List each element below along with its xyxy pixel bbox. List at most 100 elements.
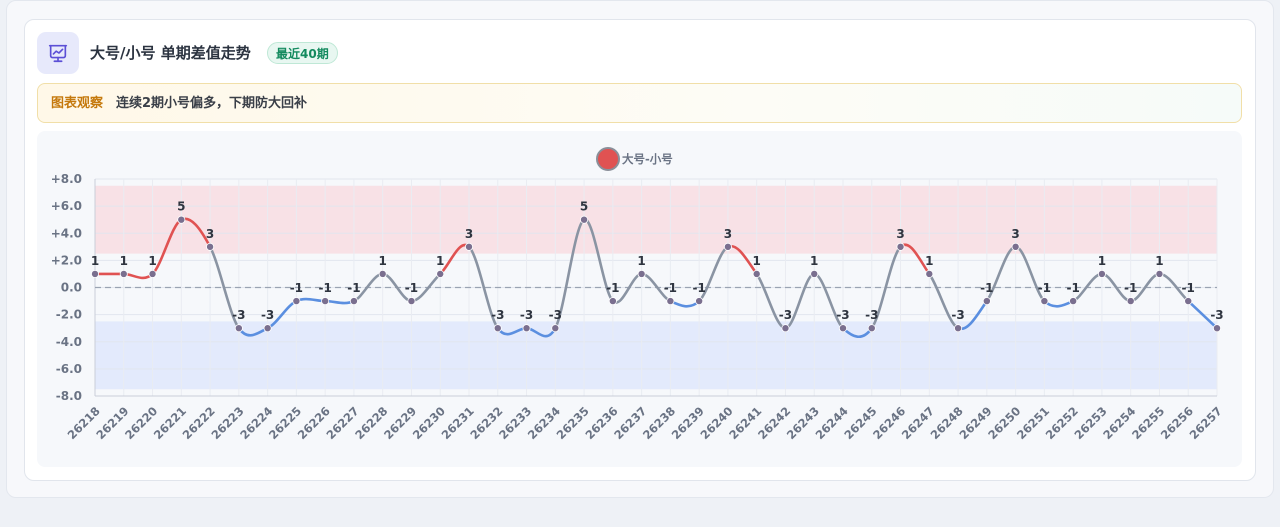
- data-label: 3: [896, 227, 904, 241]
- data-label: 3: [465, 227, 473, 241]
- line-chart: +8.0+6.0+4.0+2.00.0-2.0-4.0-6.0-8.026218…: [51, 147, 1225, 442]
- data-point: [1069, 297, 1078, 306]
- data-label: 5: [177, 200, 185, 214]
- y-tick-label: -2.0: [56, 308, 82, 322]
- data-point: [695, 297, 704, 306]
- data-point: [1184, 297, 1193, 306]
- observation-notice: 图表观察 连续2期小号偏多，下期防大回补: [37, 83, 1242, 123]
- data-label: 1: [753, 254, 761, 268]
- data-label: -3: [779, 308, 792, 322]
- data-label: 1: [436, 254, 444, 268]
- data-label: -1: [318, 281, 331, 295]
- data-point: [206, 242, 215, 251]
- chart-title: 大号/小号 单期差值走势: [90, 44, 251, 62]
- series-line-segment: [1043, 299, 1075, 308]
- y-tick-label: -4.0: [56, 335, 82, 349]
- data-label: -1: [692, 281, 705, 295]
- data-label: -3: [836, 308, 849, 322]
- chart-presentation-icon: [37, 32, 79, 74]
- data-label: 1: [1155, 254, 1163, 268]
- data-point: [551, 324, 560, 333]
- data-label: 1: [1098, 254, 1106, 268]
- data-label: 3: [1011, 227, 1019, 241]
- y-tick-label: +2.0: [51, 253, 82, 267]
- data-label: -1: [290, 281, 303, 295]
- data-point: [666, 297, 675, 306]
- data-label: 1: [120, 254, 128, 268]
- data-point: [781, 324, 790, 333]
- data-point: [1011, 242, 1020, 251]
- data-point: [1126, 297, 1135, 306]
- data-point: [896, 242, 905, 251]
- series-line-segment: [467, 245, 500, 330]
- data-label: -3: [549, 308, 562, 322]
- data-point: [464, 242, 473, 251]
- data-label: -1: [1182, 281, 1195, 295]
- observation-text: 连续2期小号偏多，下期防大回补: [116, 96, 308, 111]
- data-label: -3: [1210, 308, 1223, 322]
- data-label: -1: [1066, 281, 1079, 295]
- period-badge: 最近40期: [267, 42, 338, 64]
- data-point: [148, 269, 157, 278]
- series-line-segment: [208, 245, 241, 330]
- data-point: [1155, 269, 1164, 278]
- data-label: -3: [261, 308, 274, 322]
- data-point: [954, 324, 963, 333]
- series-line-segment: [554, 218, 586, 330]
- data-label: 1: [810, 254, 818, 268]
- data-point: [91, 269, 100, 278]
- series-line-segment: [870, 245, 902, 330]
- data-point: [378, 269, 387, 278]
- data-point: [723, 242, 732, 251]
- data-point: [867, 324, 876, 333]
- data-point: [263, 324, 272, 333]
- data-point: [1213, 324, 1222, 333]
- data-point: [407, 297, 416, 306]
- data-point: [1097, 269, 1106, 278]
- series-line-segment: [295, 297, 327, 303]
- data-label: 3: [206, 227, 214, 241]
- data-point: [810, 269, 819, 278]
- y-tick-label: +6.0: [51, 199, 82, 213]
- data-point: [637, 269, 646, 278]
- data-label: 1: [379, 254, 387, 268]
- y-tick-label: -6.0: [56, 362, 82, 376]
- data-point: [493, 324, 502, 333]
- y-tick-label: 0.0: [61, 281, 82, 295]
- data-label: 5: [580, 200, 588, 214]
- data-label: -1: [664, 281, 677, 295]
- data-point: [177, 215, 186, 224]
- data-label: -3: [865, 308, 878, 322]
- data-label: -3: [491, 308, 504, 322]
- data-label: -3: [520, 308, 533, 322]
- data-point: [839, 324, 848, 333]
- data-point: [349, 297, 358, 306]
- data-label: -1: [405, 281, 418, 295]
- data-point: [925, 269, 934, 278]
- series-line-segment: [323, 299, 356, 305]
- y-tick-label: +4.0: [51, 226, 82, 240]
- data-point: [608, 297, 617, 306]
- band-low: [95, 321, 1217, 390]
- data-label: 1: [91, 254, 99, 268]
- data-point: [580, 215, 589, 224]
- data-point: [522, 324, 531, 333]
- series-line-segment: [122, 272, 154, 280]
- data-point: [292, 297, 301, 306]
- data-label: -1: [347, 281, 360, 295]
- series-line-segment: [669, 299, 701, 308]
- data-point: [752, 269, 761, 278]
- chart-area: +8.0 +6.0 +4.0 +2.0 0.0 -2.0 -4.0 -6.0 -8.0 26218…: [37, 131, 1242, 467]
- data-point: [436, 269, 445, 278]
- data-label: -1: [1124, 281, 1137, 295]
- y-tick-label: +8.0: [51, 172, 82, 186]
- data-label: 3: [724, 227, 732, 241]
- data-label: -1: [606, 281, 619, 295]
- data-label: 1: [925, 254, 933, 268]
- legend-marker: [596, 147, 620, 171]
- data-label: -1: [1038, 281, 1051, 295]
- data-point: [119, 269, 128, 278]
- x-tick-label: 26257: [1187, 404, 1225, 442]
- band-high: [95, 185, 1217, 254]
- data-label: 1: [148, 254, 156, 268]
